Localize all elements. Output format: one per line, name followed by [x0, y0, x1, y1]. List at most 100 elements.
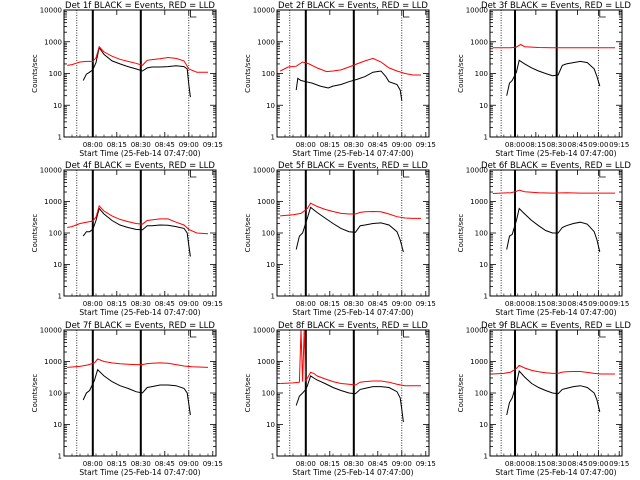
- y-tick-label: 1000: [470, 358, 488, 366]
- x-tick-label: 08:45: [567, 460, 587, 468]
- y-tick-label: 10: [266, 421, 275, 429]
- y-tick-label: 10: [479, 261, 488, 269]
- x-axis-label: Start Time (25-Feb-14 07:47:00): [79, 149, 200, 158]
- series-line-black: [82, 368, 191, 416]
- y-tick-label: 10000: [40, 327, 62, 335]
- x-tick-label: 08:15: [107, 460, 127, 468]
- x-tick-label: 09:15: [203, 141, 223, 149]
- series-line-red: [492, 364, 616, 375]
- x-tick-label: 08:30: [131, 141, 151, 149]
- x-tick-label: 09:00: [588, 141, 608, 149]
- x-axis-label: Start Time (25-Feb-14 07:47:00): [292, 308, 413, 317]
- panel-title: Det 4f BLACK = Events, RED = LLD: [65, 161, 215, 171]
- x-axis-label: Start Time (25-Feb-14 07:47:00): [292, 468, 413, 477]
- y-tick-label: 1: [58, 453, 62, 461]
- x-tick-label: 08:45: [368, 141, 388, 149]
- series-line-black: [506, 207, 601, 253]
- series-line-black: [82, 46, 191, 98]
- panel-det-3: Det 3f BLACK = Events, RED = LLD 1 10 100 10…: [457, 1, 631, 158]
- x-tick-label: 09:15: [416, 300, 436, 308]
- x-tick-label: 08:30: [547, 141, 567, 149]
- panel-title: Det 1f BLACK = Events, RED = LLD: [65, 1, 215, 11]
- series-line-red: [492, 43, 616, 49]
- x-tick-label: 08:15: [526, 141, 546, 149]
- bracket-marker: [402, 330, 410, 338]
- panel-det-1: Det 1f BLACK = Events, RED = LLD 1 10 100 10…: [31, 1, 223, 158]
- x-tick-label: 09:15: [416, 460, 436, 468]
- x-axis-label: Start Time (25-Feb-14 07:47:00): [495, 468, 616, 477]
- series-line-red: [67, 358, 209, 368]
- series-line-red: [67, 205, 209, 235]
- x-tick-label: 08:00: [83, 141, 103, 149]
- y-axis-label: Counts/sec: [244, 54, 252, 93]
- y-tick-label: 100: [475, 70, 488, 78]
- x-tick-label: 08:30: [344, 300, 364, 308]
- y-tick-label: 1: [484, 134, 488, 142]
- y-axis-label: Counts/sec: [31, 374, 39, 413]
- bracket-marker: [599, 10, 606, 18]
- series-line-red: [279, 57, 421, 76]
- y-tick-label: 10000: [253, 7, 275, 15]
- x-tick-label: 09:15: [203, 300, 223, 308]
- y-axis-label: Counts/sec: [31, 214, 39, 253]
- y-tick-label: 100: [262, 230, 275, 238]
- bracket-marker: [189, 170, 197, 178]
- y-tick-label: 10: [53, 102, 62, 110]
- y-tick-label: 10: [266, 261, 275, 269]
- y-tick-label: 10000: [253, 167, 275, 175]
- y-tick-label: 1000: [257, 38, 275, 46]
- panel-title: Det 7f BLACK = Events, RED = LLD: [65, 321, 215, 331]
- x-tick-label: 09:15: [609, 141, 629, 149]
- y-tick-label: 10: [53, 261, 62, 269]
- bracket-marker: [189, 330, 197, 338]
- y-tick-label: 1000: [470, 38, 488, 46]
- x-tick-label: 09:00: [179, 460, 199, 468]
- x-tick-label: 09:00: [179, 300, 199, 308]
- x-axis-label: Start Time (25-Feb-14 07:47:00): [292, 149, 413, 158]
- x-tick-label: 09:15: [609, 300, 629, 308]
- x-tick-label: 08:00: [296, 300, 316, 308]
- y-axis-label: Counts/sec: [457, 374, 465, 413]
- plot-frame: [63, 9, 217, 138]
- x-tick-label: 08:00: [83, 460, 103, 468]
- x-tick-label: 09:00: [588, 300, 608, 308]
- x-tick-label: 08:15: [107, 141, 127, 149]
- panel-det-6: Det 6f BLACK = Events, RED = LLD 1 10 100 10…: [457, 161, 631, 317]
- x-tick-label: 08:00: [296, 141, 316, 149]
- x-tick-label: 08:30: [547, 460, 567, 468]
- series-line-black: [82, 207, 191, 257]
- x-tick-label: 08:45: [368, 460, 388, 468]
- y-tick-label: 1000: [44, 38, 62, 46]
- y-tick-label: 1000: [257, 198, 275, 206]
- x-tick-label: 09:00: [392, 141, 412, 149]
- series-line-black: [506, 369, 601, 416]
- x-tick-label: 08:00: [505, 460, 525, 468]
- x-tick-label: 09:00: [179, 141, 199, 149]
- series-line-red: [67, 45, 208, 73]
- bracket-marker: [402, 10, 410, 18]
- x-tick-label: 08:45: [155, 141, 175, 149]
- plot-frame: [276, 169, 430, 297]
- x-tick-label: 09:00: [588, 460, 608, 468]
- y-axis-label: Counts/sec: [244, 374, 252, 413]
- y-tick-label: 100: [475, 230, 488, 238]
- y-axis-label: Counts/sec: [31, 54, 39, 93]
- x-tick-label: 09:15: [609, 460, 629, 468]
- series-line-black: [506, 59, 601, 96]
- panel-title: Det 6f BLACK = Events, RED = LLD: [481, 161, 631, 171]
- y-tick-label: 1000: [44, 198, 62, 206]
- x-tick-label: 08:15: [526, 300, 546, 308]
- panel-det-4: Det 4f BLACK = Events, RED = LLD 1 10 100 10…: [31, 161, 223, 317]
- series-line-red: [492, 189, 616, 194]
- panel-det-2: Det 2f BLACK = Events, RED = LLD 1 10 100 10…: [244, 1, 436, 158]
- y-tick-label: 10: [479, 102, 488, 110]
- panel-title: Det 8f BLACK = Events, RED = LLD: [278, 321, 428, 331]
- x-tick-label: 08:00: [505, 300, 525, 308]
- x-tick-label: 09:15: [416, 141, 436, 149]
- panel-title: Det 3f BLACK = Events, RED = LLD: [481, 1, 631, 11]
- y-tick-label: 1: [271, 134, 275, 142]
- y-axis-label: Counts/sec: [457, 214, 465, 253]
- plot-frame: [489, 9, 623, 138]
- y-tick-label: 100: [262, 70, 275, 78]
